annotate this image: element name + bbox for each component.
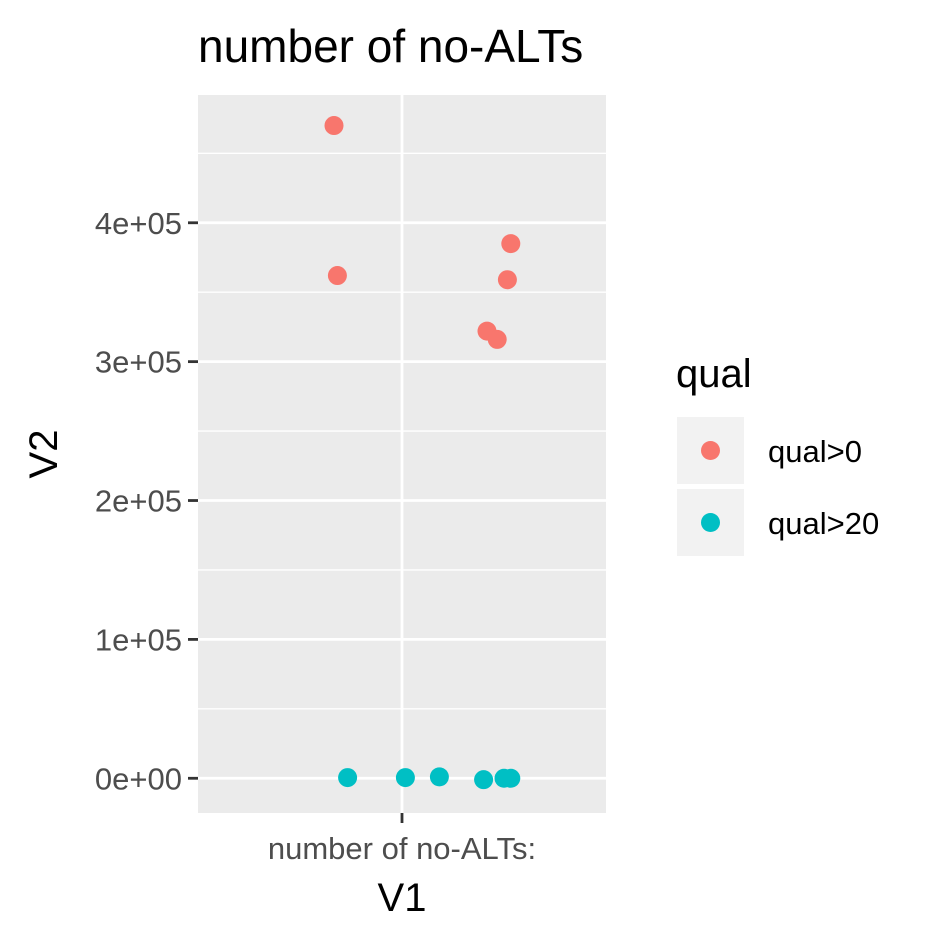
legend-marker: [701, 513, 720, 532]
data-point: [327, 266, 347, 286]
data-point: [497, 270, 517, 290]
y-tick-label: 0e+00: [95, 761, 182, 796]
y-tick-label: 1e+05: [95, 622, 182, 657]
legend-title: qual: [676, 352, 752, 396]
legend-label: qual>20: [768, 506, 879, 541]
y-tick-label: 2e+05: [95, 484, 182, 519]
legend-label: qual>0: [768, 434, 862, 469]
chart-title: number of no-ALTs: [198, 20, 583, 72]
x-tick-label: number of no-ALTs:: [268, 831, 536, 866]
data-point: [338, 768, 358, 788]
y-tick-label: 4e+05: [95, 206, 182, 241]
data-point: [429, 767, 449, 787]
data-point: [487, 329, 507, 349]
x-axis-title: V1: [378, 876, 427, 920]
data-point: [501, 234, 521, 254]
y-tick-label: 3e+05: [95, 345, 182, 380]
data-point: [501, 768, 521, 788]
legend-marker: [701, 441, 720, 460]
data-point: [395, 768, 415, 788]
grid-lines: [198, 95, 606, 813]
y-axis-title: V2: [22, 430, 66, 479]
data-points: [324, 116, 521, 790]
legend: qual qual>0 qual>20: [676, 352, 879, 556]
data-point: [474, 770, 494, 790]
axes: 0e+00 1e+05 2e+05 3e+05 4e+05 number of no-AL…: [95, 206, 536, 866]
data-point: [324, 116, 344, 136]
